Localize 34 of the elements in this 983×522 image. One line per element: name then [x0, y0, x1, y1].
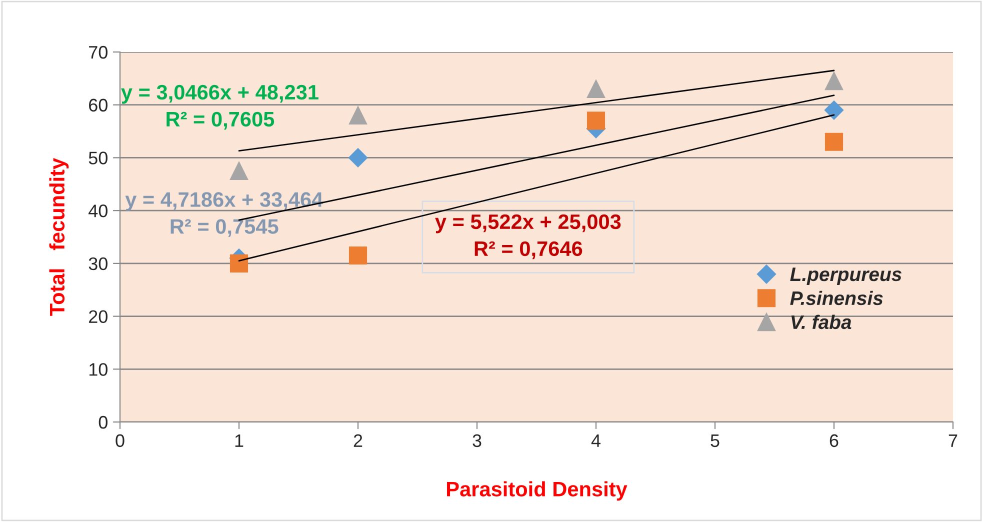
- point: [230, 254, 248, 272]
- point: [824, 132, 844, 151]
- point: [348, 246, 368, 265]
- annotation: y = 3,0466x + 48,231 R² = 0,7605: [121, 84, 318, 130]
- y-tick-label: 30: [88, 257, 108, 270]
- legend-label: L.perpureus: [790, 268, 902, 286]
- annotation: y = 4,7186x + 33,464 R² = 0,7545: [125, 192, 324, 237]
- point: [586, 80, 606, 98]
- y-tick-label: 20: [89, 310, 108, 324]
- point: [824, 72, 844, 90]
- legend-label: V. faba: [791, 314, 852, 330]
- x-tick-label: 6: [830, 434, 838, 448]
- x-tick-label: 7: [948, 434, 958, 447]
- point: [348, 148, 368, 168]
- point: [230, 162, 248, 180]
- point: [586, 112, 606, 130]
- y-tick-label: 50: [88, 152, 108, 164]
- x-tick-label: 1: [235, 434, 244, 447]
- y-tick-label: 40: [88, 204, 108, 218]
- point: [348, 106, 368, 124]
- x-tick-label: 3: [472, 434, 482, 448]
- annotation: y = 5,522x + 25,003 R² = 0,7646: [435, 214, 621, 260]
- y-tick-label: 60: [89, 98, 108, 112]
- x-axis-title: Parasitoid Density: [447, 481, 628, 501]
- legend-label: P.sinensis: [790, 290, 883, 306]
- y-tick-label: 10: [89, 363, 108, 376]
- point: [824, 100, 844, 120]
- x-tick-label: 5: [710, 434, 720, 448]
- y-tick-label: 0: [98, 416, 108, 429]
- x-tick-label: 2: [354, 434, 362, 447]
- y-axis-title: Total fecundity: [49, 158, 69, 316]
- x-tick-label: 4: [591, 434, 600, 447]
- y-tick-label: 70: [89, 46, 108, 59]
- x-tick-label: 0: [116, 434, 124, 448]
